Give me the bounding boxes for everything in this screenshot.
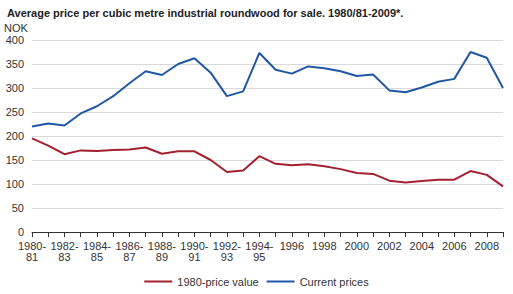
svg-text:Average price per cubic metre: Average price per cubic metre industrial…	[7, 7, 403, 19]
svg-text:95: 95	[253, 251, 265, 263]
svg-text:87: 87	[123, 251, 135, 263]
svg-text:1998: 1998	[312, 240, 336, 252]
svg-text:91: 91	[188, 251, 200, 263]
svg-text:2004: 2004	[410, 240, 434, 252]
svg-text:150: 150	[6, 154, 24, 166]
svg-text:350: 350	[6, 58, 24, 70]
svg-text:1986-: 1986-	[115, 239, 144, 252]
svg-text:1994-: 1994-	[245, 239, 274, 252]
svg-text:85: 85	[91, 251, 103, 263]
svg-text:81: 81	[26, 251, 38, 263]
svg-text:400: 400	[6, 34, 24, 46]
svg-text:1980-price value: 1980-price value	[177, 276, 258, 288]
svg-text:0: 0	[18, 226, 24, 238]
svg-text:Current prices: Current prices	[300, 276, 370, 288]
svg-text:250: 250	[6, 106, 24, 118]
svg-text:NOK: NOK	[4, 22, 29, 34]
svg-text:1990-: 1990-	[180, 239, 209, 252]
svg-text:100: 100	[6, 178, 24, 190]
svg-text:1988-: 1988-	[147, 239, 176, 252]
svg-text:1980-: 1980-	[17, 239, 47, 252]
svg-text:200: 200	[6, 130, 24, 142]
svg-text:300: 300	[6, 82, 24, 94]
svg-text:2002: 2002	[377, 240, 401, 252]
svg-text:93: 93	[221, 251, 233, 263]
svg-text:2006: 2006	[442, 240, 466, 252]
svg-text:2000: 2000	[345, 240, 369, 252]
svg-text:1996: 1996	[280, 240, 304, 252]
svg-text:1984-: 1984-	[82, 239, 111, 252]
svg-text:1982-: 1982-	[50, 239, 79, 252]
svg-text:83: 83	[58, 251, 70, 263]
svg-text:50: 50	[12, 202, 24, 214]
svg-text:89: 89	[156, 251, 168, 263]
svg-text:2008: 2008	[475, 240, 499, 252]
svg-text:1992-: 1992-	[212, 239, 241, 252]
